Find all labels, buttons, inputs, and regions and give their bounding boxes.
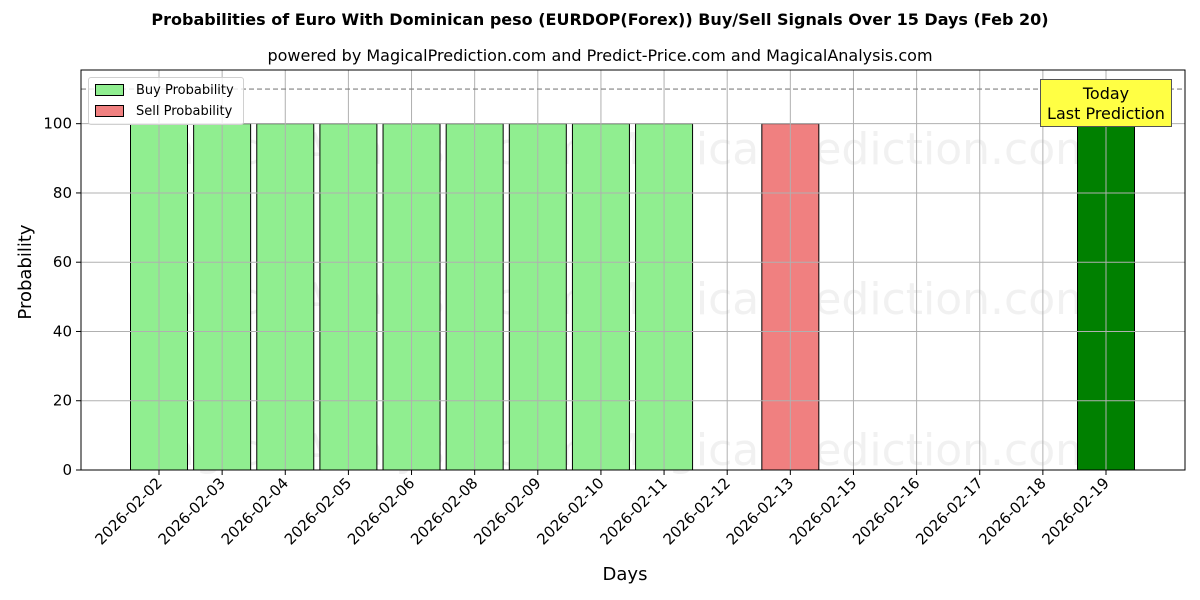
x-tick-label: 2026-02-10: [533, 474, 607, 548]
legend-item-buy: Buy Probability: [95, 81, 234, 99]
x-tick-label: 2026-02-12: [660, 474, 734, 548]
y-tick-label: 0: [62, 461, 72, 479]
legend-label-buy: Buy Probability: [136, 82, 234, 98]
x-axis-label: Days: [603, 564, 648, 585]
y-tick-label: 100: [43, 115, 72, 133]
x-tick-label: 2026-02-19: [1038, 474, 1112, 548]
x-tick-label: 2026-02-05: [281, 474, 355, 548]
y-axis-label: Probability: [15, 224, 36, 319]
x-tick-label: 2026-02-08: [407, 474, 481, 548]
x-tick-label: 2026-02-16: [849, 474, 923, 548]
chart-title: Probabilities of Euro With Dominican pes…: [151, 10, 1049, 29]
x-tick-label: 2026-02-15: [786, 474, 860, 548]
chart-subtitle: powered by MagicalPrediction.com and Pre…: [267, 46, 933, 65]
today-annotation: Today Last Prediction: [1040, 79, 1172, 127]
x-tick-label: 2026-02-03: [155, 474, 229, 548]
legend-item-sell: Sell Probability: [95, 102, 232, 120]
y-tick-label: 20: [53, 392, 72, 410]
y-tick-label: 40: [53, 322, 72, 340]
legend: Buy Probability Sell Probability: [88, 77, 244, 125]
annotation-line-2: Last Prediction: [1047, 104, 1165, 123]
y-tick-label: 60: [53, 253, 72, 271]
x-tick-label: 2026-02-13: [723, 474, 797, 548]
x-tick-label: 2026-02-09: [470, 474, 544, 548]
sell-swatch-icon: [95, 105, 124, 117]
x-tick-label: 2026-02-02: [91, 474, 165, 548]
plot-frame: [80, 69, 1186, 471]
buy-swatch-icon: [95, 84, 124, 96]
legend-label-sell: Sell Probability: [136, 103, 233, 119]
x-tick-label: 2026-02-17: [912, 474, 986, 548]
x-tick-label: 2026-02-11: [597, 474, 671, 548]
x-tick-label: 2026-02-18: [975, 474, 1049, 548]
x-tick-label: 2026-02-06: [344, 474, 418, 548]
annotation-line-1: Today: [1082, 84, 1130, 103]
y-tick-label: 80: [53, 184, 72, 202]
x-tick-label: 2026-02-04: [218, 474, 292, 548]
